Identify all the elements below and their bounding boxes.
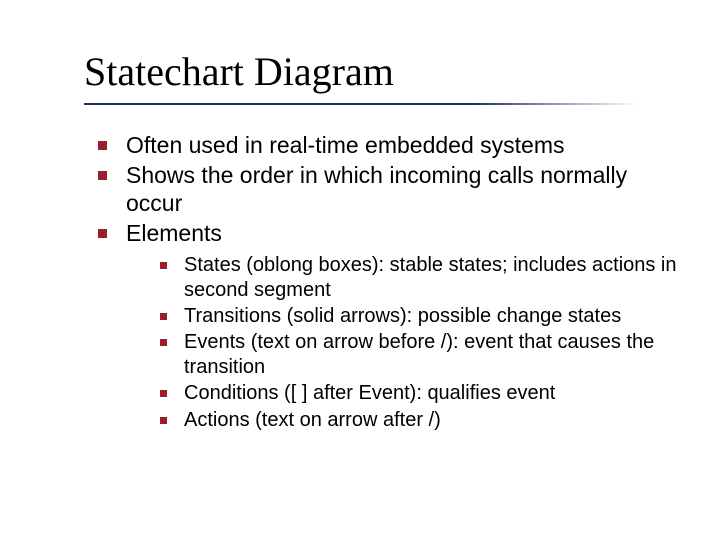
list-item: Transitions (solid arrows): possible cha… [154,304,680,328]
list-item-text: Shows the order in which incoming calls … [126,162,627,216]
list-item-text: States (oblong boxes): stable states; in… [184,254,677,300]
list-item: Shows the order in which incoming calls … [90,161,680,217]
bullet-list-level2: States (oblong boxes): stable states; in… [126,253,680,432]
title-underline [84,103,639,105]
list-item-text: Transitions (solid arrows): possible cha… [184,305,621,327]
list-item-text: Events (text on arrow before /): event t… [184,331,654,377]
page-title: Statechart Diagram [84,48,680,95]
list-item-text: Actions (text on arrow after /) [184,409,441,431]
title-wrap: Statechart Diagram [84,48,680,95]
list-item: States (oblong boxes): stable states; in… [154,253,680,302]
list-item: Elements States (oblong boxes): stable s… [90,219,680,432]
list-item: Events (text on arrow before /): event t… [154,330,680,379]
list-item: Often used in real-time embedded systems [90,131,680,159]
list-item-text: Conditions ([ ] after Event): qualifies … [184,382,555,404]
list-item-text: Elements [126,220,222,246]
slide: Statechart Diagram Often used in real-ti… [0,0,720,540]
list-item: Actions (text on arrow after /) [154,408,680,432]
bullet-list-level1: Often used in real-time embedded systems… [90,131,680,432]
list-item: Conditions ([ ] after Event): qualifies … [154,381,680,405]
list-item-text: Often used in real-time embedded systems [126,132,564,158]
